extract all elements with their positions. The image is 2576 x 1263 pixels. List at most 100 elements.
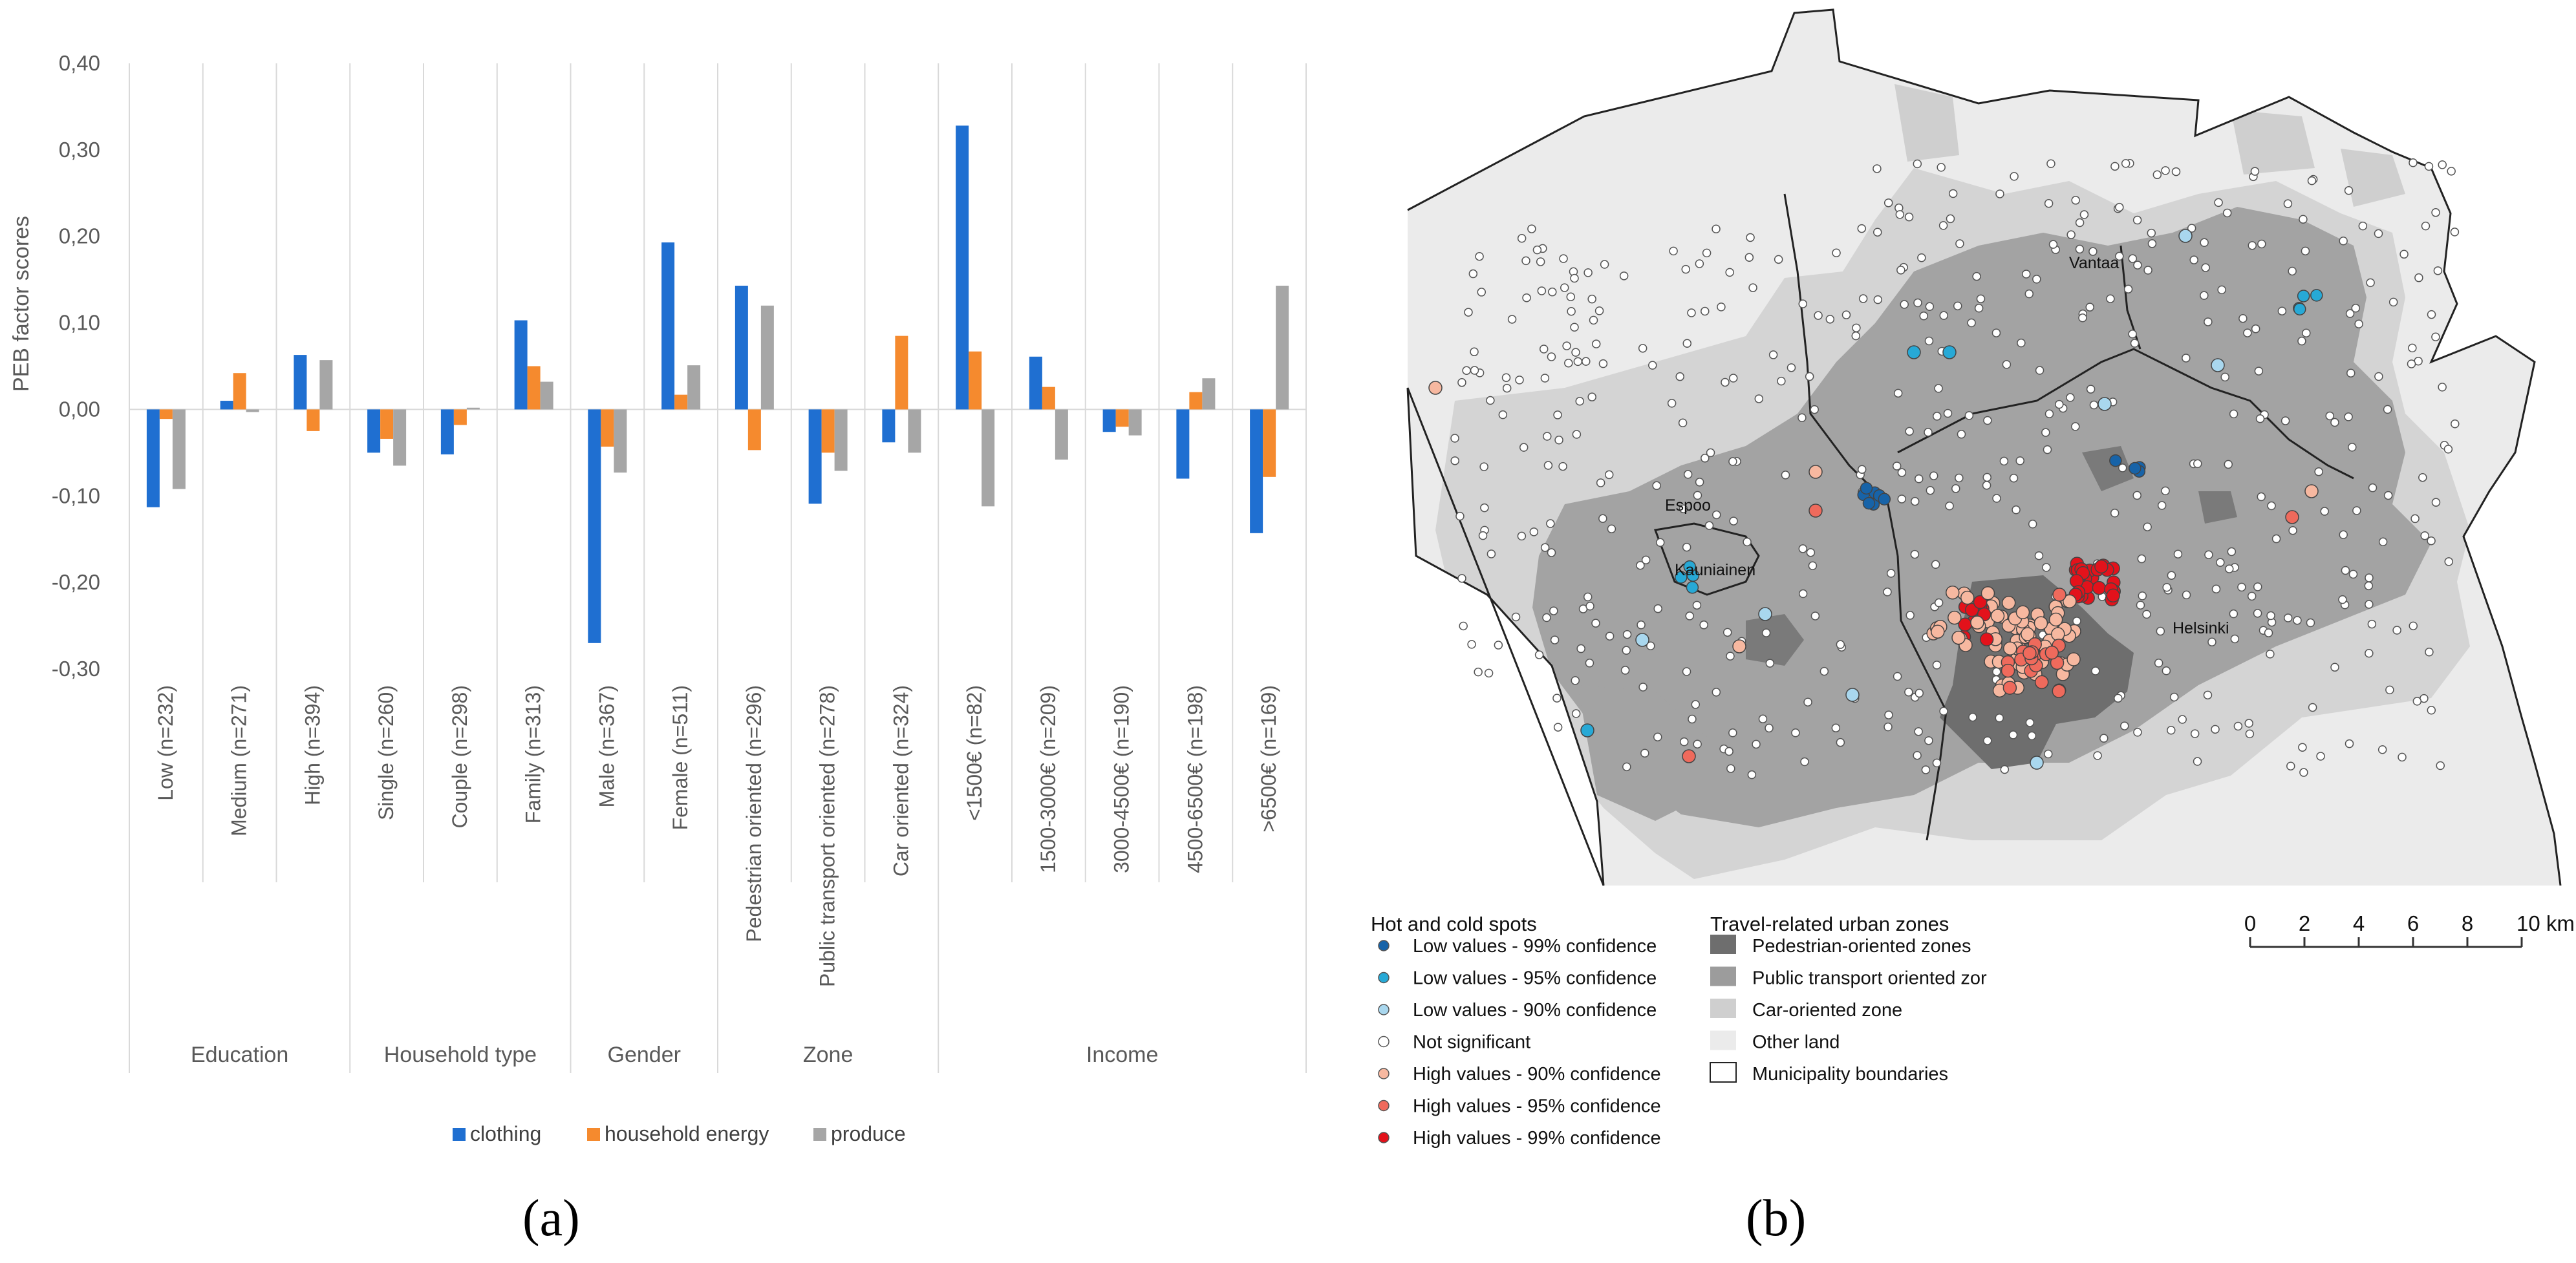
not-significant-point	[1919, 312, 1928, 321]
not-significant-point	[2106, 294, 2115, 303]
not-significant-point	[2377, 745, 2387, 754]
not-significant-point	[2288, 266, 2297, 276]
not-significant-point	[2398, 752, 2407, 762]
not-significant-point	[1529, 527, 1539, 536]
bar-produce-1	[246, 409, 259, 412]
not-significant-point	[1478, 531, 1488, 540]
not-significant-point	[1693, 491, 1702, 500]
hotspot-point	[1946, 585, 1960, 600]
not-significant-point	[1638, 683, 1648, 692]
hotspot-point	[2092, 580, 2107, 595]
zone-legend-swatch	[1710, 1062, 1737, 1083]
bar-clothing-0	[146, 409, 160, 507]
not-significant-point	[1777, 376, 1786, 386]
bar-produce-15	[1276, 286, 1289, 410]
not-significant-point	[1571, 709, 1581, 718]
scale-label: 0	[2244, 911, 2256, 935]
not-significant-point	[2008, 730, 2018, 739]
not-significant-point	[1852, 323, 1861, 333]
city-label-helsinki: Helsinki	[2173, 619, 2229, 637]
not-significant-point	[1967, 318, 1976, 328]
not-significant-point	[1467, 640, 1476, 649]
not-significant-point	[1781, 471, 1790, 480]
not-significant-point	[1537, 286, 1547, 295]
not-significant-point	[1931, 560, 1940, 569]
not-significant-point	[2203, 690, 2213, 700]
bar-produce-6	[614, 409, 627, 473]
not-significant-point	[1744, 253, 1754, 262]
hotspot-point	[2003, 641, 2017, 655]
not-significant-point	[1951, 484, 1960, 493]
not-significant-point	[1462, 366, 1471, 375]
bar-household-energy-2	[306, 409, 320, 431]
zone-legend-label: Public transport oriented zor	[1752, 968, 1987, 989]
not-significant-point	[2229, 409, 2238, 419]
x-tick-label: Family (n=313)	[522, 685, 545, 823]
hotspot-point	[1580, 723, 1594, 738]
pedestrian-zone-espoo	[1746, 446, 2237, 666]
not-significant-point	[1893, 388, 1903, 398]
not-significant-point	[1655, 538, 1665, 547]
not-significant-point	[1831, 723, 1841, 733]
not-significant-point	[1964, 411, 1974, 420]
not-significant-point	[1547, 548, 1556, 557]
zone-legend-label: Pedestrian-oriented zones	[1752, 936, 1971, 957]
not-significant-point	[2142, 610, 2151, 619]
not-significant-point	[2345, 309, 2355, 318]
not-significant-point	[2211, 584, 2221, 594]
bar-clothing-1	[220, 401, 233, 410]
hotspot-point	[2304, 484, 2319, 498]
not-significant-point	[2224, 460, 2233, 469]
not-significant-point	[2408, 343, 2417, 353]
not-significant-point	[1953, 301, 1962, 311]
not-significant-point	[1896, 266, 1905, 275]
car-oriented-zone-north	[1894, 84, 2405, 207]
hotspot-point	[1979, 632, 1994, 646]
not-significant-point	[1517, 531, 1527, 541]
group-label: Education	[191, 1043, 288, 1067]
not-significant-point	[2302, 328, 2311, 337]
not-significant-point	[1910, 496, 1920, 506]
not-significant-point	[1583, 268, 1593, 277]
not-significant-point	[1873, 164, 1882, 173]
not-significant-point	[1913, 159, 1922, 169]
bar-produce-0	[172, 409, 186, 489]
hotspot-point	[1860, 482, 1873, 495]
not-significant-point	[2264, 628, 2273, 637]
not-significant-point	[1585, 601, 1594, 611]
not-significant-point	[1619, 271, 1629, 281]
not-significant-point	[1752, 739, 1761, 749]
not-significant-point	[2293, 616, 2302, 625]
not-significant-point	[1554, 436, 1563, 445]
bar-produce-7	[687, 365, 701, 410]
bar-clothing-3	[367, 409, 381, 453]
scale-label: 8	[2462, 911, 2473, 935]
not-significant-point	[2447, 167, 2456, 176]
not-significant-point	[1728, 457, 1737, 466]
not-significant-point	[1787, 363, 1796, 372]
not-significant-point	[1539, 345, 1549, 354]
x-tick-label: 3000-4500€ (n=190)	[1110, 685, 1133, 873]
not-significant-point	[1992, 667, 2001, 676]
not-significant-point	[1717, 302, 1726, 312]
not-significant-point	[2238, 313, 2248, 323]
panel-label-a: (a)	[522, 1190, 580, 1247]
not-significant-point	[1571, 348, 1580, 357]
not-significant-point	[2123, 284, 2133, 294]
not-significant-point	[2352, 506, 2361, 515]
hotspot-point	[1675, 571, 1688, 584]
not-significant-point	[1917, 253, 1926, 262]
bar-clothing-13	[1102, 409, 1116, 432]
hotspot-point	[1931, 624, 1945, 639]
not-significant-point	[1691, 700, 1701, 709]
not-significant-point	[2257, 492, 2266, 502]
hotspot-point	[1980, 586, 1995, 600]
not-significant-point	[1648, 361, 1657, 370]
not-significant-point	[1542, 613, 1551, 622]
not-significant-point	[1925, 302, 1935, 311]
not-significant-point	[2253, 582, 2262, 591]
not-significant-point	[2028, 520, 2037, 529]
not-significant-point	[1992, 494, 2001, 503]
hotspot-point	[2030, 756, 2044, 770]
hotspot-point	[2052, 684, 2066, 698]
